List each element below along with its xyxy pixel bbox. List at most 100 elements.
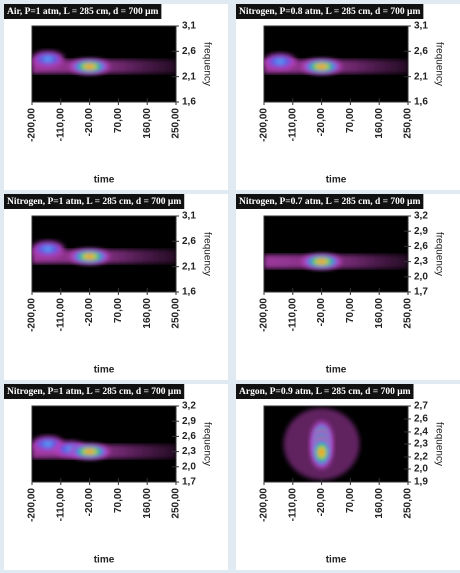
x-tick-label: -20,00 <box>316 298 327 327</box>
y-tick-label: 3,1 <box>182 211 196 222</box>
title-box <box>4 384 185 399</box>
x-axis-label: time <box>326 365 347 376</box>
x-tick-label: 160,00 <box>374 298 385 329</box>
x-tick-label: -20,00 <box>84 298 95 327</box>
x-tick-label: 250,00 <box>403 108 414 139</box>
panel: 3,1 2,6 2,1 1,6 -200,00 -110,00 -20,00 70,00 160… <box>4 4 228 190</box>
y-axis-label: frequency <box>201 232 212 276</box>
peak <box>32 239 66 258</box>
x-tick-label: -20,00 <box>316 108 327 137</box>
panel-title: Nitrogen, P=0.8 atm, L = 285 cm, d = 700… <box>239 7 420 17</box>
x-tick-label: -110,00 <box>287 298 298 332</box>
x-tick-label: -110,00 <box>287 108 298 142</box>
y-axis-label: frequency <box>433 422 444 466</box>
panel-title: Argon, P=0.9 atm, L = 285 cm, d = 700 μm <box>239 387 411 397</box>
x-axis-label: time <box>94 365 115 376</box>
y-axis-label: frequency <box>201 422 212 466</box>
x-axis-label: time <box>94 175 115 186</box>
y-tick-label: 2,3 <box>182 446 196 457</box>
heatmap <box>32 239 176 266</box>
heatmap <box>32 435 176 461</box>
y-tick-label: 3,2 <box>414 211 428 222</box>
peak <box>264 52 298 71</box>
x-tick-label: -20,00 <box>84 488 95 517</box>
y-tick-label: 2,6 <box>414 414 428 425</box>
panel-title: Nitrogen, P=1 atm, L = 285 cm, d = 700 μ… <box>7 387 181 397</box>
x-tick-label: 160,00 <box>374 108 385 139</box>
peak <box>32 49 66 68</box>
y-tick-label: 2,2 <box>414 452 428 463</box>
x-tick-label: 160,00 <box>374 488 385 519</box>
y-tick-label: 2,0 <box>414 464 428 475</box>
peak <box>67 57 112 76</box>
x-tick-label: 160,00 <box>142 108 153 139</box>
y-tick-label: 2,1 <box>414 71 428 82</box>
y-tick-label: 2,9 <box>414 226 428 237</box>
x-axis-label: time <box>326 555 347 566</box>
y-tick-label: 3,1 <box>182 21 196 32</box>
panel-title: Nitrogen, P=1 atm, L = 285 cm, d = 700 μ… <box>7 197 181 207</box>
title-box <box>236 384 414 399</box>
x-tick-label: 250,00 <box>403 488 414 519</box>
x-tick-label: -200,00 <box>259 488 270 522</box>
x-tick-label: -110,00 <box>55 298 66 332</box>
x-tick-label: -110,00 <box>55 108 66 142</box>
y-tick-label: 2,3 <box>414 439 428 450</box>
y-tick-label: 2,6 <box>182 431 196 442</box>
x-tick-label: -20,00 <box>316 488 327 517</box>
y-axis-label: frequency <box>433 42 444 86</box>
panel-title: Air, P=1 atm, L = 285 cm, d = 700 μm <box>7 7 158 17</box>
heatmap <box>32 49 176 76</box>
panel: 3,1 2,6 2,1 1,6 -200,00 -110,00 -20,00 70,00 160… <box>236 4 460 190</box>
y-tick-label: 1,9 <box>414 477 428 488</box>
peak <box>299 57 344 76</box>
panel: 3,2 2,9 2,6 2,3 2,0 1,7 -200,00 -110,00 -20,00 70… <box>4 384 228 570</box>
y-tick-label: 2,6 <box>182 236 196 247</box>
title-box <box>236 4 424 19</box>
title-box <box>4 194 185 209</box>
x-tick-label: -200,00 <box>259 108 270 142</box>
x-tick-label: 160,00 <box>142 298 153 329</box>
title-box <box>236 194 424 209</box>
y-tick-label: 2,0 <box>182 461 196 472</box>
y-tick-label: 2,3 <box>414 256 428 267</box>
x-tick-label: -110,00 <box>55 488 66 522</box>
x-tick-label: 70,00 <box>113 488 124 513</box>
panel: 3,1 2,6 2,1 1,6 -200,00 -110,00 -20,00 70,00 160… <box>4 194 228 380</box>
y-tick-label: 2,6 <box>414 241 428 252</box>
x-axis-label: time <box>326 175 347 186</box>
x-tick-label: -200,00 <box>27 108 38 142</box>
y-tick-label: 3,1 <box>414 21 428 32</box>
heatmap <box>264 52 408 76</box>
title-box <box>4 4 162 19</box>
x-tick-label: -200,00 <box>27 298 38 332</box>
y-tick-label: 2,9 <box>182 416 196 427</box>
y-tick-label: 2,6 <box>414 46 428 57</box>
y-tick-label: 1,6 <box>414 97 428 108</box>
x-tick-label: 250,00 <box>403 298 414 329</box>
x-tick-label: -110,00 <box>287 488 298 522</box>
y-tick-label: 2,6 <box>182 46 196 57</box>
x-tick-label: -200,00 <box>259 298 270 332</box>
x-tick-label: 160,00 <box>142 488 153 519</box>
panel: 2,7 2,6 2,42,3 2,22,0 1,9 -200,00 -110,00 -20,0… <box>236 384 460 570</box>
y-tick-label: 2,7 <box>414 401 428 412</box>
heatmap <box>283 408 360 480</box>
y-axis-label: frequency <box>201 42 212 86</box>
y-tick-label: 2,4 <box>414 427 428 438</box>
peak <box>309 434 334 471</box>
x-tick-label: 70,00 <box>345 298 356 323</box>
x-axis-label: time <box>94 555 115 566</box>
x-tick-label: 70,00 <box>113 108 124 133</box>
y-tick-label: 1,7 <box>182 477 196 488</box>
peak <box>67 442 112 461</box>
x-tick-label: -20,00 <box>84 108 95 137</box>
y-tick-label: 1,6 <box>182 287 196 298</box>
y-tick-label: 1,6 <box>182 97 196 108</box>
plot-area <box>263 215 409 293</box>
peak <box>67 247 112 266</box>
y-tick-label: 2,1 <box>182 71 196 82</box>
peak <box>299 252 344 271</box>
heatmap <box>264 252 408 271</box>
